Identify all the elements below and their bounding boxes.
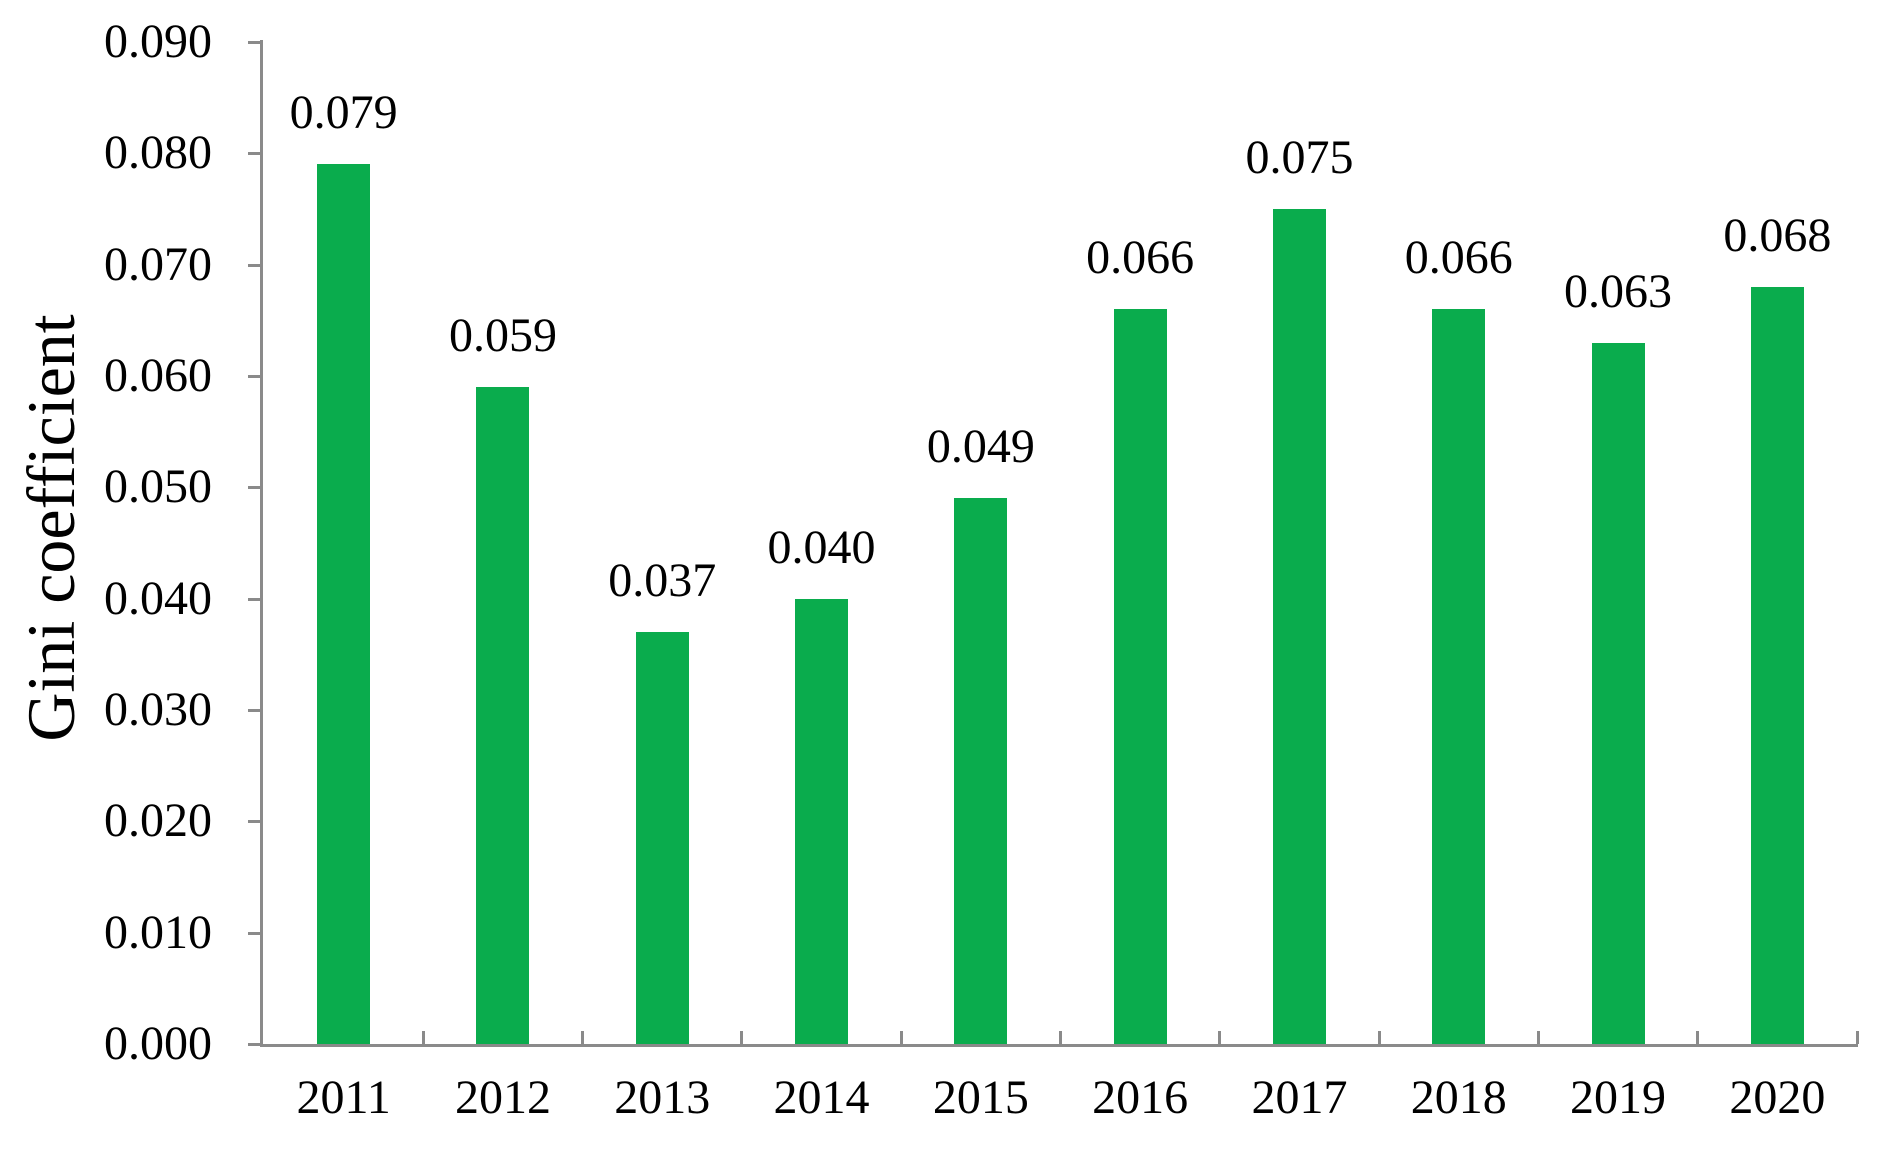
y-axis-tick <box>248 375 260 378</box>
x-axis-tick <box>1059 1031 1062 1044</box>
x-axis-category-label: 2017 <box>1251 1071 1348 1124</box>
y-axis-tick <box>248 597 260 601</box>
bar <box>954 498 1008 1044</box>
x-axis-category-label: 2014 <box>773 1071 870 1124</box>
y-axis-tick-label: 0.010 <box>104 905 212 959</box>
bar-value-label: 0.059 <box>448 309 557 362</box>
bar <box>635 632 689 1044</box>
y-axis-tick <box>248 41 260 44</box>
x-axis-category-label: 2013 <box>614 1071 711 1124</box>
y-axis-tick-label: 0.020 <box>104 794 212 848</box>
bar <box>1591 343 1645 1044</box>
y-axis-tick-label: 0.030 <box>104 683 212 736</box>
y-axis-tick-label: 0.080 <box>104 126 212 180</box>
x-axis-category-label: 2012 <box>454 1071 551 1124</box>
bar <box>1750 287 1804 1044</box>
bar <box>476 387 530 1044</box>
x-axis-category-label: 2019 <box>1570 1071 1667 1124</box>
bar-value-label: 0.079 <box>289 86 398 139</box>
y-axis-tick <box>248 931 260 935</box>
x-axis-tick <box>1377 1031 1381 1044</box>
y-axis-tick <box>248 820 260 824</box>
bar-value-label: 0.049 <box>926 420 1035 473</box>
bar-value-label: 0.040 <box>767 521 876 574</box>
bar <box>795 599 849 1044</box>
x-axis-category-label: 2018 <box>1410 1071 1507 1124</box>
y-axis-tick-label: 0.060 <box>104 349 212 402</box>
bar-value-label: 0.066 <box>1086 231 1195 284</box>
y-axis-tick-label: 0.070 <box>104 237 212 291</box>
bar-value-label: 0.066 <box>1404 231 1513 284</box>
x-axis-category-label: 2015 <box>932 1071 1029 1124</box>
x-axis-tick <box>1696 1031 1700 1044</box>
y-axis-tick-label: 0.000 <box>104 1017 212 1070</box>
y-axis-tick <box>248 486 260 490</box>
y-axis-tick <box>248 709 260 712</box>
bar <box>317 164 371 1044</box>
y-axis-tick <box>248 1043 260 1046</box>
x-axis-tick <box>899 1031 903 1044</box>
bar-value-label: 0.068 <box>1723 209 1832 262</box>
y-axis-line <box>260 40 263 1047</box>
y-axis-tick <box>248 263 260 267</box>
x-axis-tick <box>1218 1031 1222 1044</box>
bar-value-label: 0.037 <box>608 554 717 607</box>
x-axis-line <box>260 1044 1858 1047</box>
bar-value-label: 0.063 <box>1564 265 1673 318</box>
y-axis-tick <box>248 152 260 156</box>
bar <box>1432 309 1486 1044</box>
y-axis-tick-label: 0.050 <box>104 460 212 514</box>
x-axis-tick <box>581 1031 585 1044</box>
bar <box>1113 309 1167 1044</box>
y-axis-tick-label: 0.090 <box>104 15 212 68</box>
bar <box>1272 209 1326 1044</box>
x-axis-category-label: 2011 <box>296 1071 391 1124</box>
bar-value-label: 0.075 <box>1245 131 1354 184</box>
x-axis-tick <box>1855 1031 1859 1044</box>
x-axis-category-label: 2020 <box>1729 1071 1826 1124</box>
x-axis-tick <box>421 1031 425 1044</box>
y-axis-tick-label: 0.040 <box>104 571 212 625</box>
x-axis-tick <box>740 1031 744 1044</box>
x-axis-tick <box>1536 1031 1540 1044</box>
x-axis-category-label: 2016 <box>1092 1071 1189 1124</box>
